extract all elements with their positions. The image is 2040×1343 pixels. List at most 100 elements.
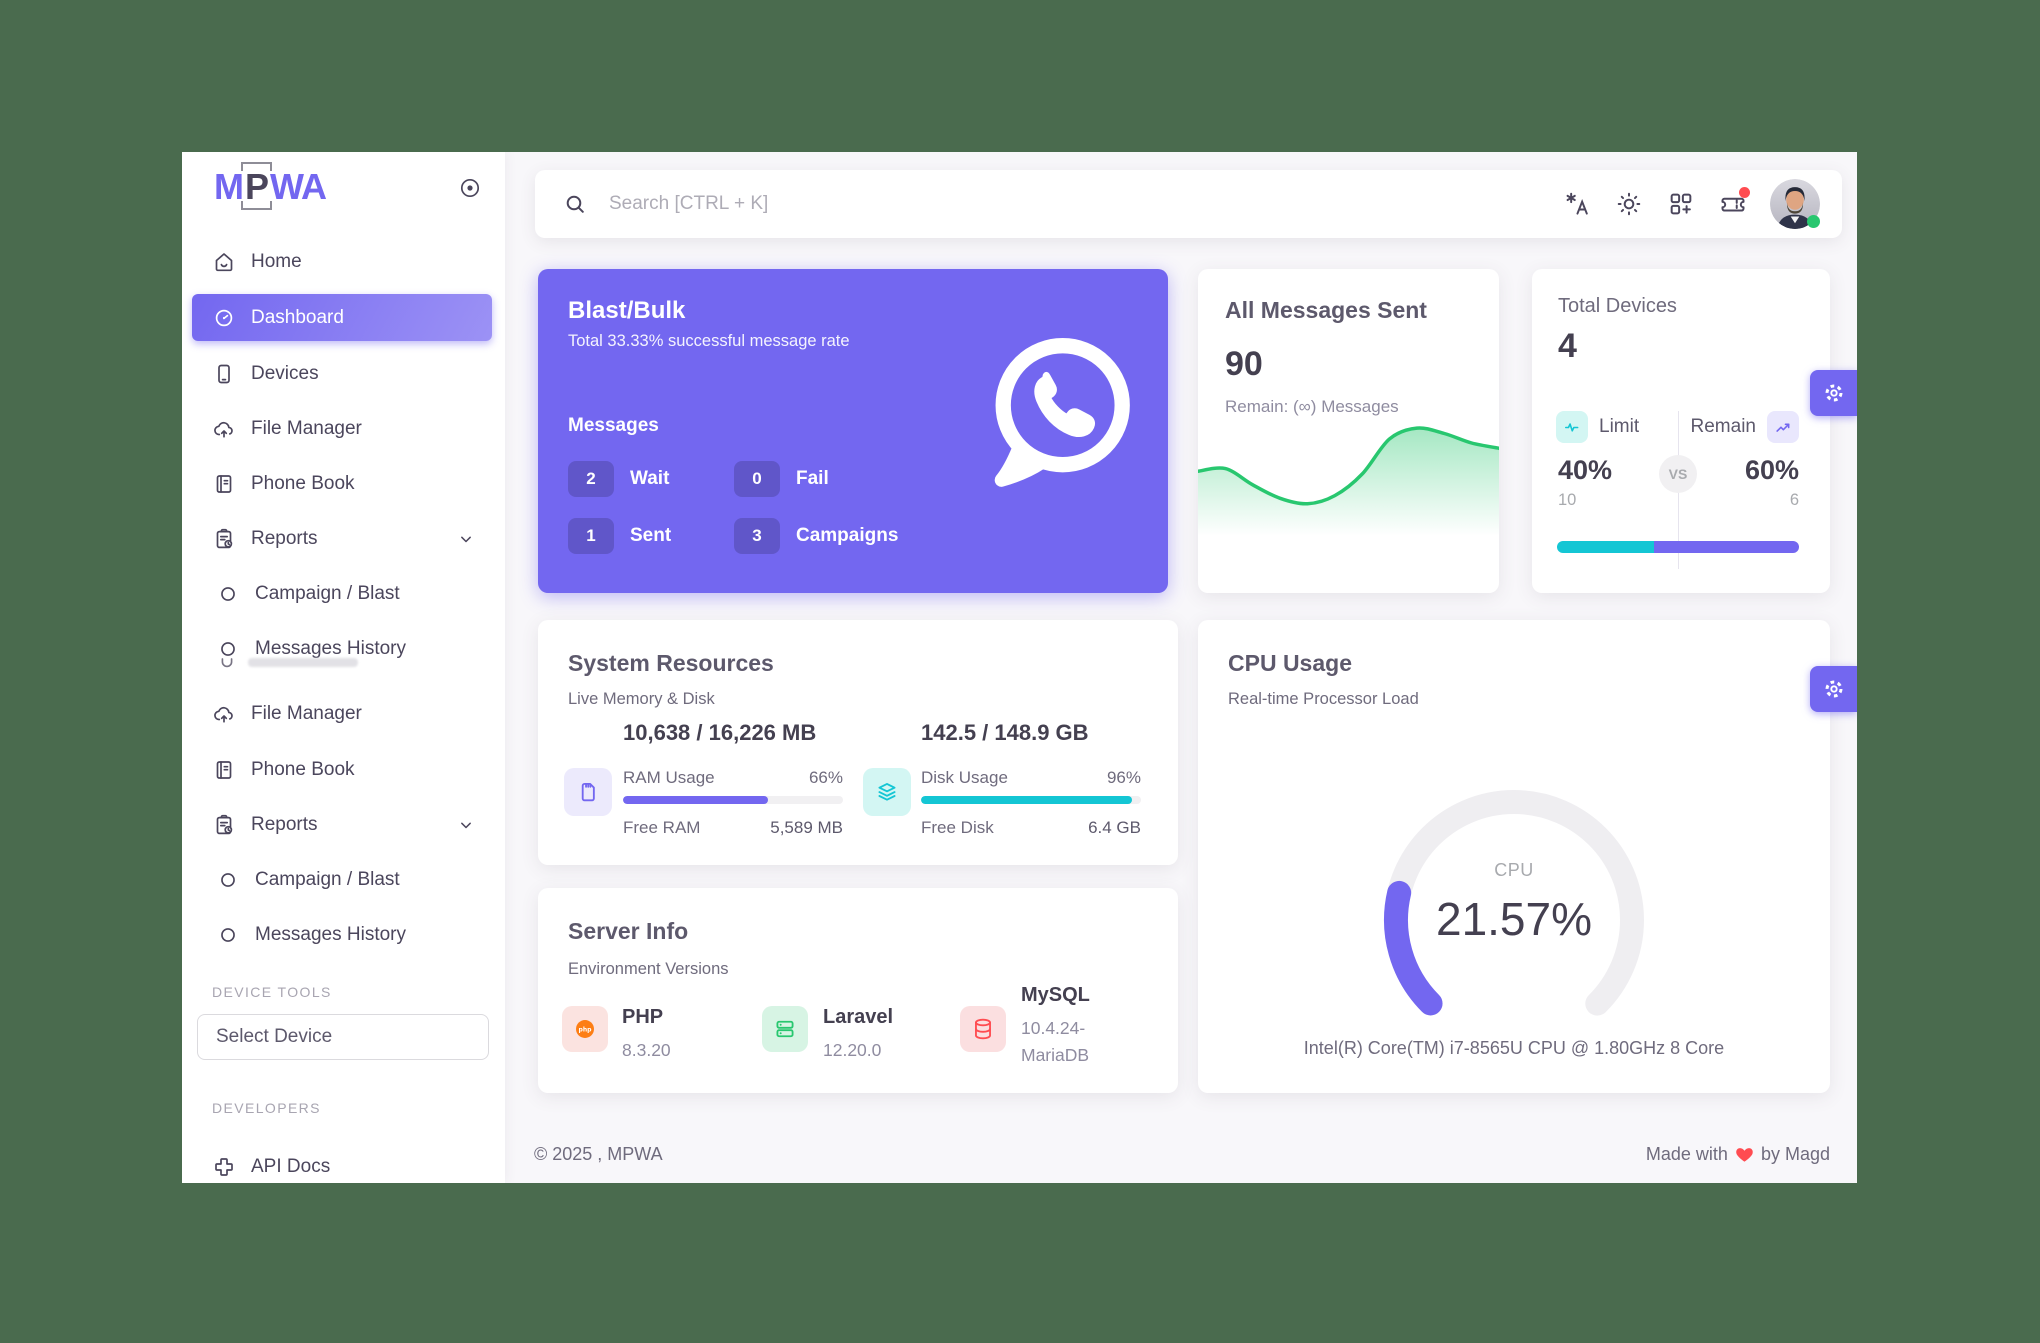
cpu-gauge-label: CPU [1494,860,1534,880]
sidebar-item-label: Phone Book [251,759,355,780]
sidebar-collapse-toggle-icon[interactable] [458,176,482,200]
sidebar-item-label: Reports [251,528,318,549]
sidebar-item-phone-book[interactable]: Phone Book [192,462,492,506]
cpu-processor-info: Intel(R) Core(TM) i7-8565U CPU @ 1.80GHz… [1303,1038,1725,1058]
home-icon [212,250,236,274]
trending-up-icon [1767,411,1799,443]
gear-icon [1822,381,1846,405]
system-title: System Resources [568,650,774,676]
cpu-usage-card: CPU Usage Real-time Processor Load CPU 2… [1198,620,1830,1093]
sidebar-item-label: Dashboard [251,306,344,328]
whatsapp-icon [976,327,1146,497]
section-developers: DEVELOPERS [212,1100,321,1116]
disk-progress [921,796,1141,804]
select-device-dropdown[interactable]: Select Device [197,1014,489,1060]
sidebar-item-reports[interactable]: Reports [192,517,492,561]
total-devices-card: Total Devices 4 Limit Remain VS 40% 60% … [1532,269,1830,593]
search-icon[interactable] [563,192,587,216]
devices-title: Total Devices [1558,295,1677,317]
book-icon [212,472,236,496]
logo-m: M [214,166,244,207]
sidebar-item-messages-history-2[interactable]: Messages History [192,913,492,957]
sun-icon[interactable] [1614,189,1644,219]
logo-p: P [240,162,273,210]
cpu-subtitle: Real-time Processor Load [1228,690,1419,708]
notification-dot [1739,187,1750,198]
sidebar-item-label: Devices [251,363,319,384]
cpu-gauge-value: 21.57% [1435,893,1592,945]
messages-wave-line [1198,426,1499,506]
devices-remain-value: 6 [1789,491,1799,509]
section-device-tools: DEVICE TOOLS [212,984,332,1000]
top-navbar [535,170,1842,238]
database-icon [960,1006,1006,1052]
sidebar-item-label: Messages History [255,638,406,659]
server-stack-icon [762,1006,808,1052]
ticket-icon[interactable] [1718,187,1750,219]
sidebar-item-dashboard[interactable]: Dashboard [192,294,492,341]
ram-usage-label: RAM Usage [623,768,715,787]
search-input[interactable] [607,192,1111,216]
sidebar-item-label: Reports [251,814,318,835]
chevron-down-icon [456,529,476,549]
all-messages-card: All Messages Sent 90 Remain: (∞) Message… [1198,269,1499,593]
sidebar-item-api-docs[interactable]: API Docs [192,1145,492,1183]
stat-campaigns-label: Campaigns [796,525,899,546]
dashboard-gauge-icon [212,306,236,330]
blast-messages-label: Messages [568,415,659,436]
disk-value: 142.5 / 148.9 GB [921,720,1089,745]
devices-count: 4 [1558,327,1577,365]
sidebar-item-file-manager[interactable]: File Manager [192,407,492,451]
blast-title: Blast/Bulk [568,297,686,324]
sidebar-item-messages-history[interactable]: Messages History [192,627,492,671]
sidebar-item-phone-book-2[interactable]: Phone Book [192,748,492,792]
ram-usage-pct: 66% [808,768,843,787]
chevron-down-icon [456,815,476,835]
sidebar-item-file-manager-2[interactable]: File Manager [192,692,492,736]
sidebar-item-campaign-blast-2[interactable]: Campaign / Blast [192,858,492,902]
messages-trend-chart [1198,426,1499,555]
stat-sent-label: Sent [630,525,672,546]
devices-limit-pct: 40% [1558,455,1613,485]
stat-wait-label: Wait [630,468,670,489]
sidebar-item-label: Campaign / Blast [255,869,400,890]
book-icon [212,758,236,782]
devices-limit-label: Limit [1599,416,1640,437]
customizer-gear-button[interactable] [1810,370,1857,416]
php-icon: php [562,1006,608,1052]
system-resources-card: System Resources Live Memory & Disk 10,6… [538,620,1178,865]
devices-limit-value: 10 [1558,491,1577,509]
online-status-dot [1807,215,1820,228]
env-laravel-name: Laravel [823,1006,894,1028]
sidebar-item-label: Campaign / Blast [255,583,400,604]
cpu-gauge-progress [1384,790,1644,1050]
server-title: Server Info [568,918,689,944]
disk-free-label: Free Disk [921,818,994,837]
env-laravel [762,1006,808,1052]
ram-progress [623,796,843,804]
apps-grid-icon[interactable] [1666,189,1696,219]
disk-usage-label: Disk Usage [921,768,1008,787]
system-subtitle: Live Memory & Disk [568,690,715,708]
server-info-card: Server Info Environment Versions php PHP… [538,888,1178,1093]
svg-text:php: php [579,1026,593,1033]
clipboard-report-icon [212,813,236,837]
sidebar-item-reports-2[interactable]: Reports [192,803,492,847]
brand-logo[interactable]: MPWA [214,162,327,210]
sidebar-item-campaign-blast[interactable]: Campaign / Blast [192,572,492,616]
pulse-icon [1556,411,1588,443]
sidebar-item-label: Phone Book [251,473,355,494]
sidebar-item-devices[interactable]: Devices [192,352,492,396]
blast-bulk-card: Blast/Bulk Total 33.33% successful messa… [538,269,1168,593]
devices-bar-limit [1557,541,1654,553]
ram-icon [564,768,612,816]
language-icon[interactable] [1562,189,1592,219]
all-messages-remain: Remain: (∞) Messages [1225,397,1399,416]
sidebar-item-home[interactable]: Home [192,240,492,284]
ram-progress-fill [623,796,769,804]
user-avatar[interactable] [1770,179,1820,229]
footer-by: by Magd [1760,1144,1830,1164]
all-messages-title: All Messages Sent [1225,297,1427,323]
customizer-gear-button-2[interactable] [1810,666,1857,712]
sidebar-item-label: File Manager [251,703,362,724]
